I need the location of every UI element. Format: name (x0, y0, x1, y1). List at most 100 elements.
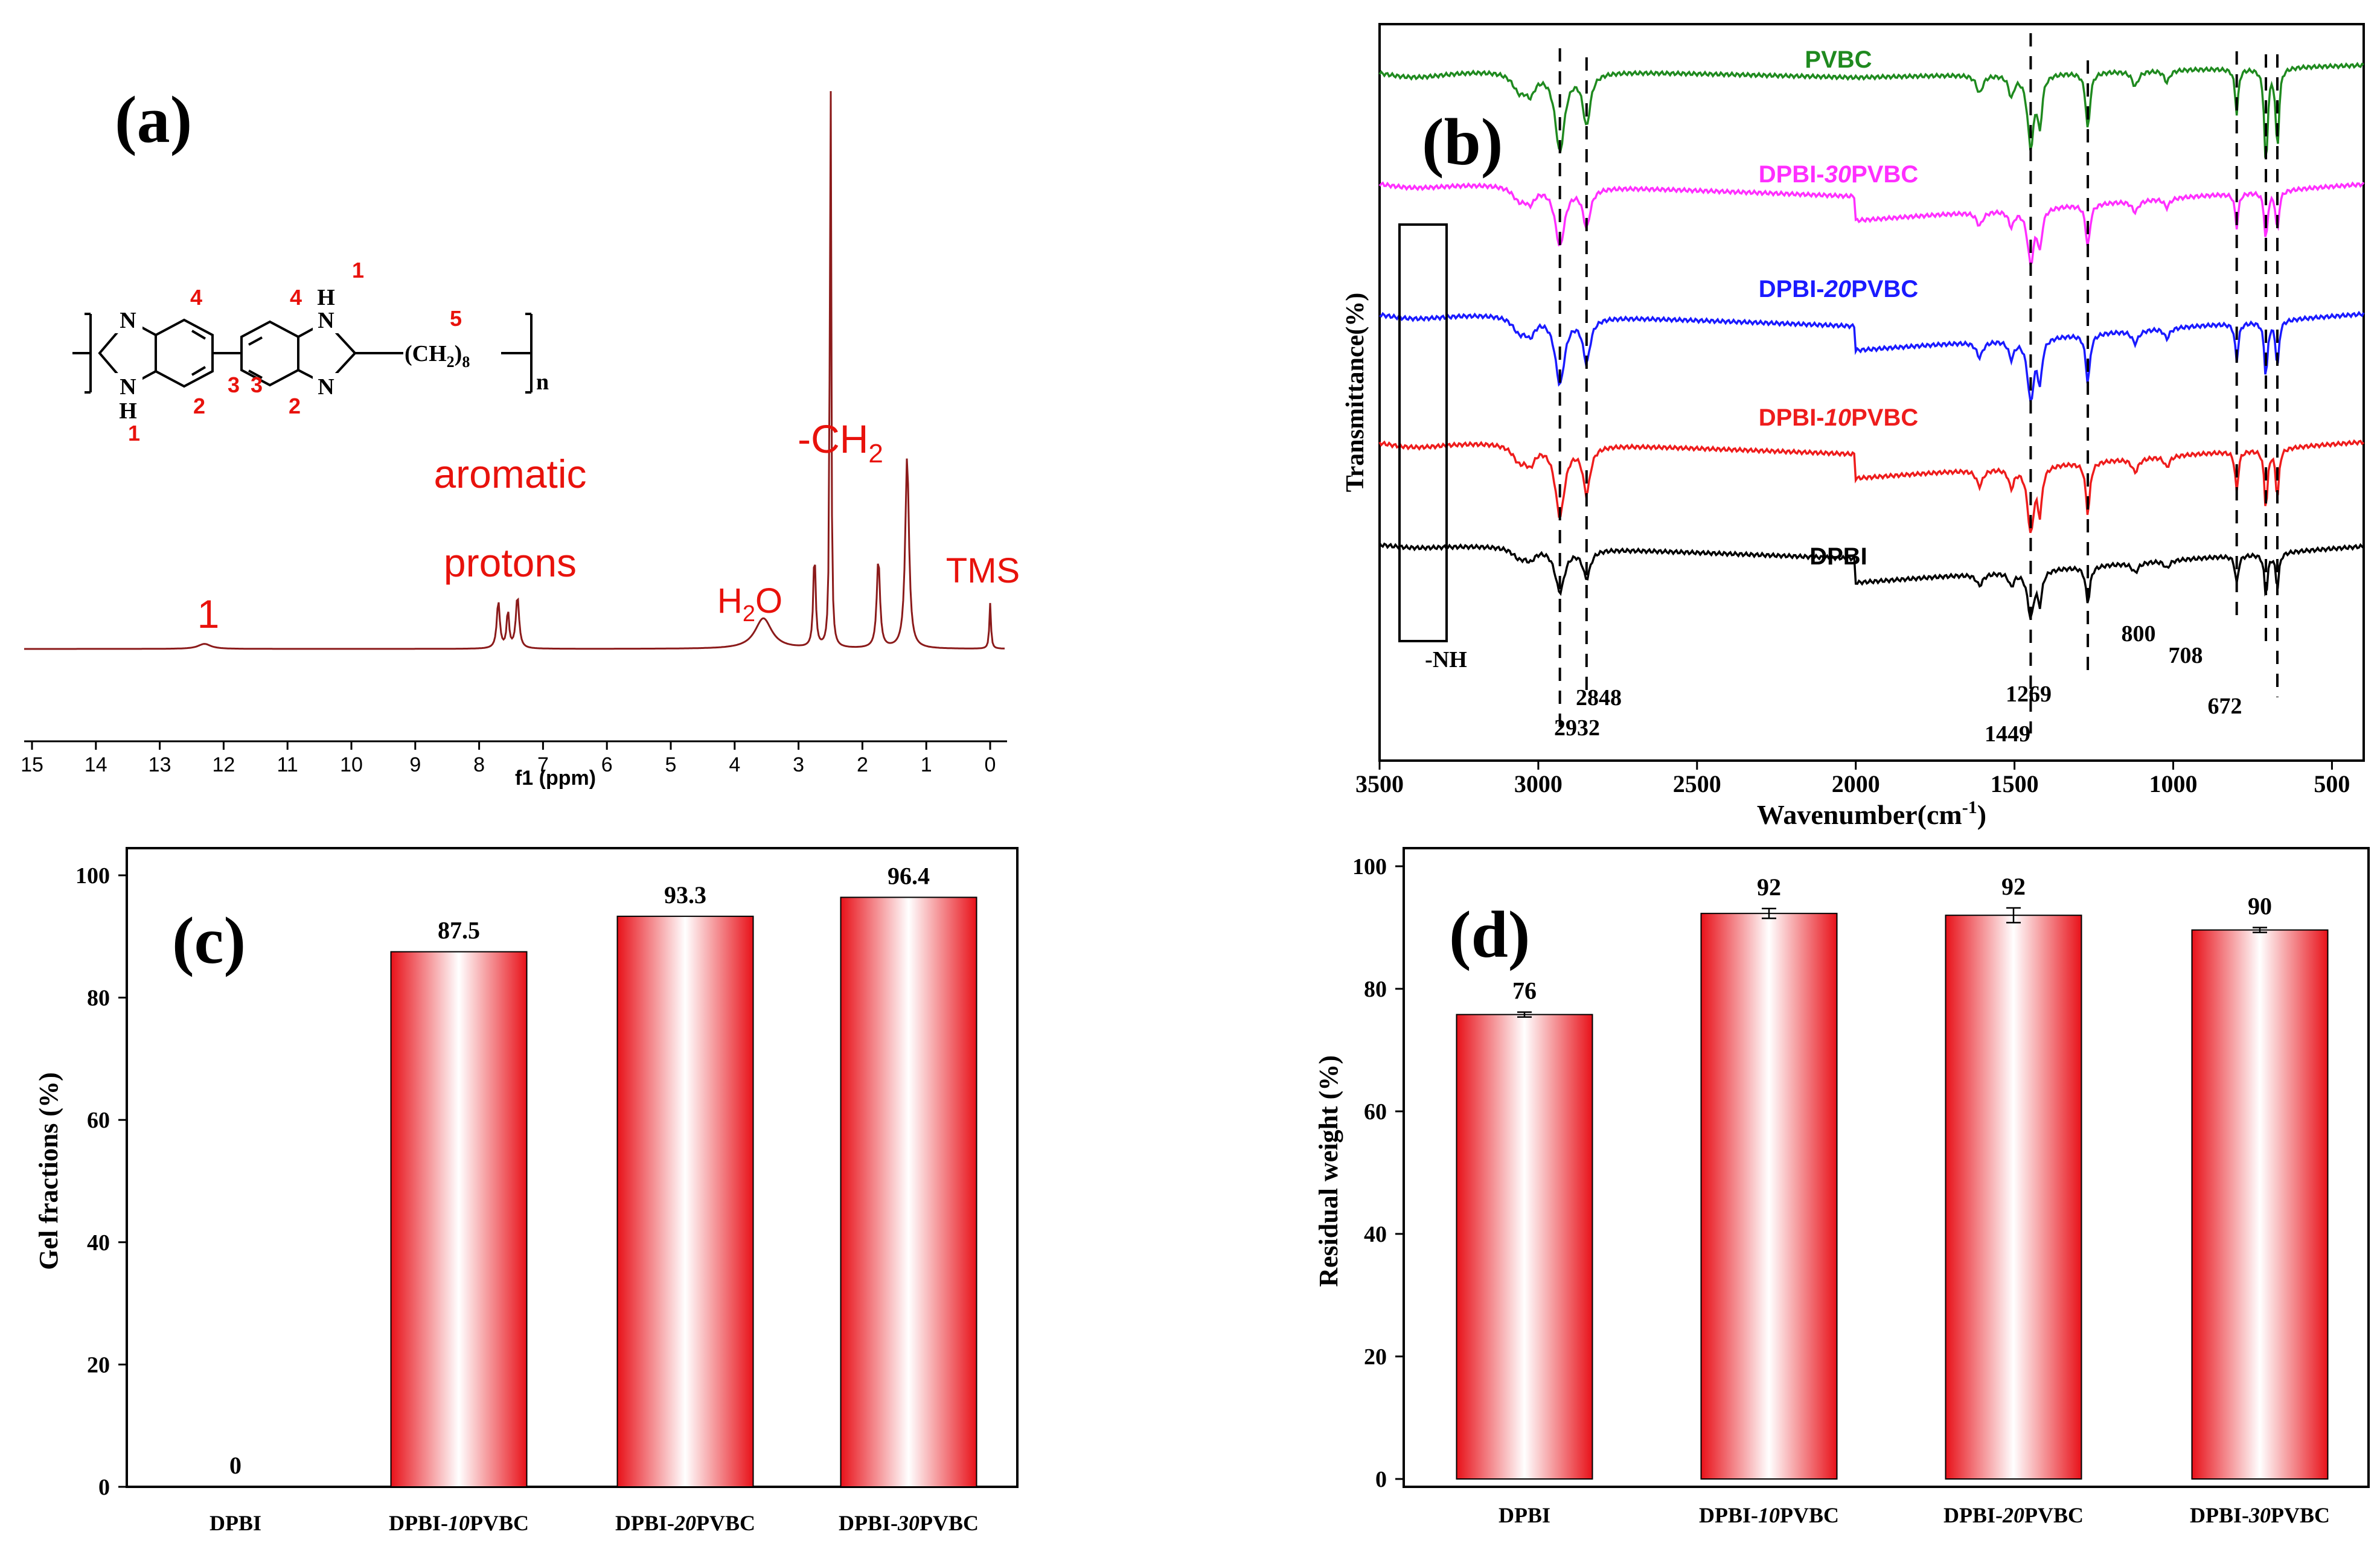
d-value-label: 92 (1757, 874, 1781, 901)
c-x-tick-label: DPBI-10PVBC (389, 1511, 529, 1535)
pos-two-left: 2 (193, 394, 205, 418)
residual-x-ticks: DPBI DPBI-10PVBC DPBI-20PVBC DPBI-30PVBC (1499, 1503, 2330, 1527)
nmr-x-tick-label: 3 (793, 753, 804, 776)
gel-x-ticks: DPBI DPBI-10PVBC DPBI-20PVBC DPBI-30PVBC (210, 1511, 979, 1535)
struct-ch2-sub2: 8 (462, 353, 470, 371)
d-y-tick-label: 100 (1352, 854, 1387, 880)
d-bar (2191, 929, 2329, 1480)
panel-c: (c) Gel fractions (%) 0 20 40 60 80 100 0 87.5… (34, 847, 1019, 1535)
ftir-x-tick-label: 2000 (1832, 770, 1880, 797)
x-tick-label-part: PVBC (2271, 1503, 2330, 1527)
x-tick-label-part: DPBI- (2190, 1503, 2249, 1527)
ftir-series-group (1378, 62, 2365, 619)
x-tick-label-part: 10 (448, 1511, 470, 1535)
nh-peak-label: 1 (197, 592, 220, 636)
ftir-x-tick-label: 3500 (1355, 770, 1404, 797)
c-y-tick-label: 60 (87, 1108, 110, 1133)
gel-bars: 0 87.5 93.3 96.4 (229, 862, 977, 1487)
ftir-label-DPBI-10PVBC: DPBI-10PVBC (1759, 404, 1919, 431)
d-bar (1456, 1014, 1593, 1480)
pos-three-right: 3 (251, 372, 263, 397)
nmr-x-tick-label: 6 (601, 753, 613, 776)
pos-two-right: 2 (289, 394, 301, 418)
d-x-tick-label: DPBI-20PVBC (1943, 1503, 2084, 1527)
d-y-tick-label: 0 (1375, 1467, 1387, 1492)
c-y-tick-label: 20 (87, 1352, 110, 1378)
c-x-tick-label: DPBI-20PVBC (615, 1511, 755, 1535)
ftir-series-DPBI (1378, 542, 2365, 619)
panel-a-label: (a) (115, 83, 192, 156)
nmr-x-tick-label: 11 (277, 753, 298, 776)
ftir-x-tick-label: 2500 (1673, 770, 1721, 797)
peak-2848-label: 2848 (1576, 685, 1622, 711)
x-tick-label-part: 20 (2002, 1503, 2024, 1527)
x-tick-label-part: DPBI- (389, 1511, 448, 1535)
struct-ch2-open: (CH (405, 341, 447, 366)
nmr-x-tick-label: 9 (409, 753, 421, 776)
protons-label: protons (444, 540, 577, 585)
ftir-frame (1378, 23, 2365, 762)
residual-bars: 76 92 92 90 (1456, 873, 2329, 1480)
ftir-label-part: PVBC (1851, 276, 1918, 302)
struct-mask-4 (313, 373, 341, 400)
x-tick-label-part: DPBI- (1943, 1503, 2003, 1527)
ftir-label-part: 20 (1824, 276, 1852, 302)
x-tick-label-part: PVBC (2024, 1503, 2084, 1527)
d-bar (1700, 913, 1838, 1480)
residual-y-label: Residual weight (%) (1314, 1055, 1343, 1287)
ftir-label-part: PVBC (1851, 161, 1918, 188)
ftir-x-tick-label: 3000 (1514, 770, 1563, 797)
nmr-x-tick-label: 0 (985, 753, 996, 776)
struct-ch2-close: ) (455, 341, 462, 366)
peak-708-label: 708 (2169, 643, 2203, 668)
ftir-x-label: Wavenumber(cm-1) (1757, 797, 1986, 830)
ftir-label-part: DPBI (1809, 543, 1867, 570)
nmr-x-tick-label: 8 (473, 753, 485, 776)
nmr-x-tick-label: 1 (921, 753, 932, 776)
ftir-label-part: DPBI- (1759, 276, 1825, 302)
c-bar (390, 951, 528, 1487)
pos-top-right-1: 1 (352, 258, 364, 283)
c-y-tick-label: 80 (87, 986, 110, 1011)
x-tick-label-part: 20 (674, 1511, 696, 1535)
tms-label: TMS (946, 551, 1020, 590)
ftir-x-label-sup: -1 (1962, 797, 1977, 817)
struct-n1: N (120, 308, 136, 333)
d-y-tick-label: 40 (1364, 1222, 1387, 1247)
panel-d-label: (d) (1449, 898, 1530, 971)
d-y-tick-label: 80 (1364, 977, 1387, 1002)
struct-ch2-chain: (CH2)8 (405, 341, 470, 371)
struct-ch2-sub1: 2 (447, 353, 455, 371)
nmr-x-tick-label: 7 (537, 753, 549, 776)
pos-bottom-1: 1 (128, 421, 140, 446)
x-tick-label-part: DPBI (1499, 1503, 1550, 1527)
d-x-tick-label: DPBI (1499, 1503, 1550, 1527)
x-tick-label-part: 30 (897, 1511, 920, 1535)
c-x-tick-label: DPBI-30PVBC (839, 1511, 979, 1535)
d-x-tick-label: DPBI-10PVBC (1699, 1503, 1839, 1527)
x-tick-label-part: PVBC (1780, 1503, 1839, 1527)
peak-1269-label: 1269 (2006, 682, 2052, 707)
nmr-x-tick-label: 4 (729, 753, 740, 776)
panel-d: (d) Residual weight (%) 0 20 40 60 80 100 76 9… (1314, 847, 2370, 1527)
x-tick-label-part: DPBI (210, 1511, 261, 1535)
water-label: H2O (717, 581, 782, 627)
ftir-label-part: PVBC (1805, 46, 1872, 73)
c-y-tick-label: 40 (87, 1230, 110, 1256)
nmr-x-label: f1 (ppm) (515, 767, 596, 790)
pos-four-left: 4 (190, 285, 202, 310)
nmr-x-ticks: 15 14 13 12 11 10 9 8 7 6 5 4 3 2 1 0 (21, 741, 996, 776)
ftir-y-label: Transmittance(%) (1342, 293, 1369, 492)
x-tick-label-part: 30 (2248, 1503, 2271, 1527)
nmr-x-tick-label: 5 (665, 753, 677, 776)
nmr-spectrum-line (24, 91, 1005, 650)
struct-n4: N (318, 374, 334, 400)
x-tick-label-part: PVBC (696, 1511, 755, 1535)
residual-frame (1403, 847, 2370, 1488)
pos-four-right: 4 (290, 285, 302, 310)
pos-three-left: 3 (228, 372, 240, 397)
d-value-label: 76 (1512, 977, 1537, 1004)
panel-b-label: (b) (1422, 105, 1503, 179)
ftir-peak-markers (1558, 33, 2279, 733)
